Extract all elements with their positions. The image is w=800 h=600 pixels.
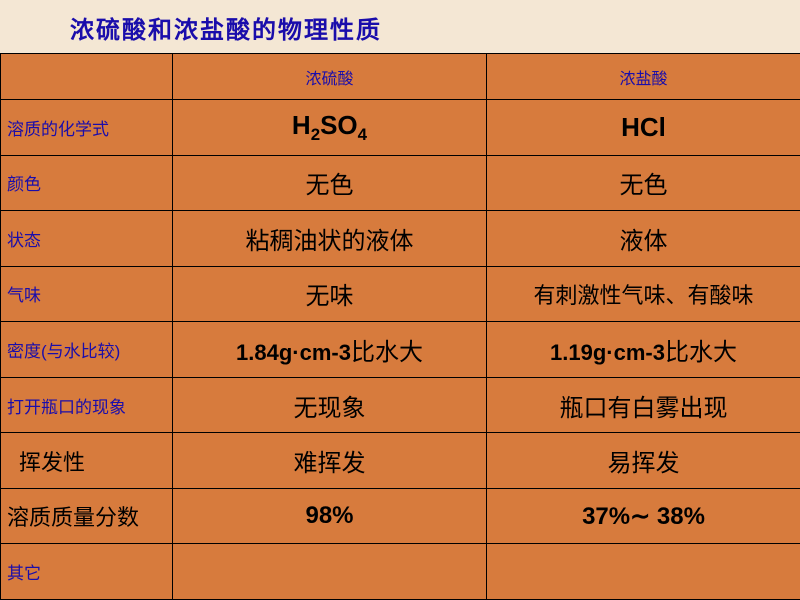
cell-color-acid2: 无色 [487, 155, 800, 211]
label-state: 状态 [1, 211, 173, 267]
header-property [1, 54, 173, 100]
cell-color-acid1: 无色 [173, 155, 487, 211]
cell-other-acid2 [487, 544, 800, 600]
slide-title: 浓硫酸和浓盐酸的物理性质 [0, 0, 800, 53]
header-acid2: 浓盐酸 [487, 54, 800, 100]
cell-open-bottle-acid2: 瓶口有白雾出现 [487, 377, 800, 433]
cell-formula-acid1: H2SO4 [173, 100, 487, 156]
table-header-row: 浓硫酸 浓盐酸 [1, 54, 800, 100]
label-odor: 气味 [1, 266, 173, 322]
row-color: 颜色 无色 无色 [1, 155, 800, 211]
cell-density-acid1: 1.84g·cm-3比水大 [173, 322, 487, 378]
cell-open-bottle-acid1: 无现象 [173, 377, 487, 433]
row-state: 状态 粘稠油状的液体 液体 [1, 211, 800, 267]
cell-volatility-acid1: 难挥发 [173, 433, 487, 489]
row-volatility: 挥发性 难挥发 易挥发 [1, 433, 800, 489]
cell-other-acid1 [173, 544, 487, 600]
density-acid1-num: 1.84g·cm-3 [236, 340, 351, 365]
slide: 浓硫酸和浓盐酸的物理性质 浓硫酸 浓盐酸 溶质的化学式 H2SO4 HCl 颜色… [0, 0, 800, 600]
row-formula: 溶质的化学式 H2SO4 HCl [1, 100, 800, 156]
cell-density-acid2: 1.19g·cm-3比水大 [487, 322, 800, 378]
properties-table: 浓硫酸 浓盐酸 溶质的化学式 H2SO4 HCl 颜色 无色 无色 状态 粘稠油… [0, 53, 800, 600]
header-acid1: 浓硫酸 [173, 54, 487, 100]
label-color: 颜色 [1, 155, 173, 211]
label-other: 其它 [1, 544, 173, 600]
cell-state-acid1: 粘稠油状的液体 [173, 211, 487, 267]
label-density: 密度(与水比较) [1, 322, 173, 378]
label-volatility: 挥发性 [1, 433, 173, 489]
cell-mass-fraction-acid2: 37%∼ 38% [487, 488, 800, 544]
density-acid1-tail: 比水大 [351, 339, 423, 366]
label-formula: 溶质的化学式 [1, 100, 173, 156]
cell-state-acid2: 液体 [487, 211, 800, 267]
density-acid2-num: 1.19g·cm-3 [550, 340, 665, 365]
row-density: 密度(与水比较) 1.84g·cm-3比水大 1.19g·cm-3比水大 [1, 322, 800, 378]
cell-volatility-acid2: 易挥发 [487, 433, 800, 489]
cell-odor-acid2: 有刺激性气味、有酸味 [487, 266, 800, 322]
density-acid2-tail: 比水大 [665, 339, 737, 366]
cell-formula-acid2: HCl [487, 100, 800, 156]
row-open-bottle: 打开瓶口的现象 无现象 瓶口有白雾出现 [1, 377, 800, 433]
row-mass-fraction: 溶质质量分数 98% 37%∼ 38% [1, 488, 800, 544]
row-other: 其它 [1, 544, 800, 600]
row-odor: 气味 无味 有刺激性气味、有酸味 [1, 266, 800, 322]
label-open-bottle: 打开瓶口的现象 [1, 377, 173, 433]
cell-odor-acid1: 无味 [173, 266, 487, 322]
label-mass-fraction: 溶质质量分数 [1, 488, 173, 544]
cell-mass-fraction-acid1: 98% [173, 488, 487, 544]
